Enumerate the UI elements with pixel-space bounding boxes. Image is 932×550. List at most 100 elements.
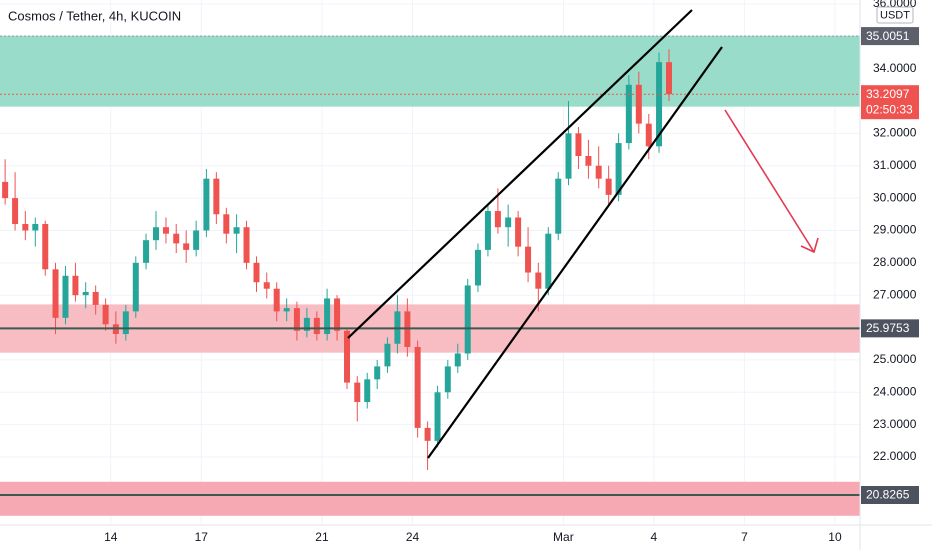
candle-body [153, 227, 160, 241]
x-tick-label: 7 [741, 530, 748, 544]
candle-body [505, 217, 512, 228]
countdown: 02:50:33 [866, 102, 913, 116]
candle-body [515, 217, 522, 247]
x-tick-label: 17 [195, 530, 209, 544]
candle-body [635, 84, 642, 124]
trendline-lower [427, 46, 723, 459]
candle-body [494, 211, 501, 228]
candle-body [364, 379, 371, 403]
candle-body [414, 346, 421, 428]
candle-body [585, 156, 592, 166]
candle-body [183, 243, 190, 250]
y-tick-label: 30.0000 [873, 190, 917, 204]
x-tick-label: 10 [828, 530, 842, 544]
currency-box[interactable] [876, 6, 914, 24]
currency[interactable]: USDT [880, 9, 910, 21]
candle-body [545, 233, 552, 289]
candle-body [525, 246, 532, 273]
y-tick-label: 25.0000 [873, 352, 917, 366]
y-tick-label: 27.0000 [873, 287, 917, 301]
arrow [724, 109, 819, 254]
x-tick-label: 21 [315, 530, 329, 544]
candle-body [42, 223, 49, 270]
price-label-bg [861, 486, 919, 505]
chart-title: Cosmos / Tether, 4h, KUCOIN [8, 8, 181, 23]
candle-body [645, 123, 652, 147]
candle-body [223, 214, 230, 234]
candle-body [283, 308, 290, 312]
candle-body [303, 317, 310, 331]
x-tick-label: Mar [553, 530, 574, 544]
candle-body [656, 62, 663, 147]
candle-body [474, 249, 481, 286]
trendline-upper [347, 9, 693, 339]
price-lines [0, 35, 860, 497]
candle-body [605, 178, 612, 195]
candle-body [52, 269, 59, 318]
candle-body [665, 62, 672, 95]
candle-body [32, 223, 39, 231]
candles [2, 49, 672, 470]
candle-body [253, 262, 260, 283]
x-tick-label: 24 [406, 530, 420, 544]
price-label: 35.0051 [866, 29, 910, 43]
candle-body [213, 178, 220, 215]
candle-body [132, 262, 139, 312]
candle-body [203, 178, 210, 231]
arrow-shaft [724, 109, 815, 253]
candle-body [72, 275, 79, 296]
candle-body [324, 298, 331, 335]
candle-body [293, 308, 300, 331]
y-tick-label: 22.0000 [873, 449, 917, 463]
y-tick-label: 29.0000 [873, 223, 917, 237]
y-tick-label: 31.0000 [873, 158, 917, 172]
price-label: 20.8265 [866, 488, 910, 502]
axes: 22.0000 23.0000 24.0000 25.0000 27.0000 28.00… [104, 0, 919, 544]
candle-body [162, 227, 169, 234]
candle-body [565, 133, 572, 179]
y-tick-label: 23.0000 [873, 417, 917, 431]
candle-body [334, 298, 341, 331]
price-label-bg [861, 27, 919, 46]
candle-body [233, 227, 240, 234]
candle-body [143, 240, 150, 263]
drawings [347, 9, 723, 459]
candle-body [263, 282, 270, 289]
candle-body [193, 230, 200, 250]
y-tick-label: 36.0000 [873, 0, 917, 10]
candle-body [12, 198, 19, 224]
candle-body [243, 227, 250, 263]
candle-body [22, 223, 29, 231]
candle-body [92, 291, 99, 305]
candle-body [595, 165, 602, 179]
candle-body [122, 311, 129, 335]
candle-body [625, 84, 632, 144]
y-tick-label: 34.0000 [873, 61, 917, 75]
candle-body [273, 288, 280, 312]
x-tick-label: 14 [104, 530, 118, 544]
candle-body [374, 366, 381, 380]
candle-body [484, 211, 491, 250]
y-tick-label: 24.0000 [873, 384, 917, 398]
candle-body [354, 382, 361, 403]
y-tick-label: 32.0000 [873, 126, 917, 140]
candle-body [173, 233, 180, 244]
candle-body [444, 366, 451, 393]
candle-body [313, 317, 320, 335]
candle-body [102, 304, 109, 325]
zone [0, 481, 861, 516]
candle-body [2, 181, 9, 199]
candle-body [454, 353, 461, 367]
price-label: 25.9753 [866, 321, 910, 335]
last-price-label: 33.2097 [866, 87, 910, 101]
zone [0, 35, 861, 107]
price-label-bg [861, 319, 919, 338]
last-price-bg [861, 85, 919, 120]
x-tick-label: 4 [651, 530, 658, 544]
candle-body [615, 143, 622, 195]
candle-body [555, 178, 562, 234]
candle-body [62, 275, 69, 318]
candle-body [82, 291, 89, 296]
candle-body [424, 427, 431, 441]
